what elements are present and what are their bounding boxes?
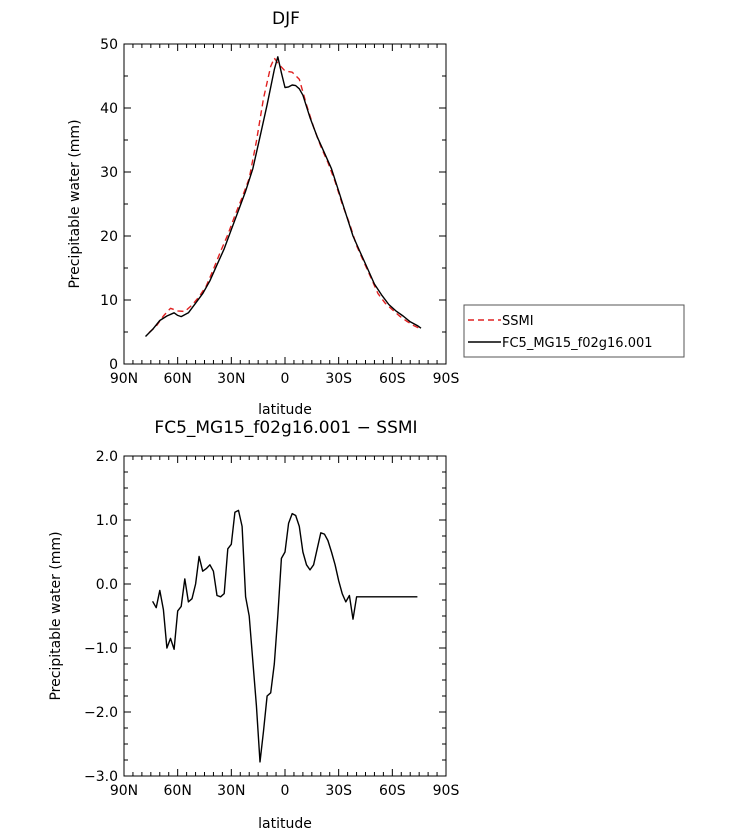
y-tick-labels: −3.0 −2.0 −1.0 0.0 1.0 2.0 xyxy=(84,449,118,785)
legend-label-fc5-mg15: FC5_MG15_f02g16.001 xyxy=(502,336,653,351)
x-axis-title: latitude xyxy=(258,816,312,832)
tick-marks xyxy=(123,43,447,365)
series-layer xyxy=(151,509,418,763)
y-tick-label: 2.0 xyxy=(96,449,118,465)
y-tick-label: −3.0 xyxy=(84,769,118,785)
y-tick-label: 30 xyxy=(100,165,118,181)
y-axis-title: Precipitable water (mm) xyxy=(67,119,83,288)
x-tick-label: 30S xyxy=(325,371,352,387)
series-line-ssmi xyxy=(148,57,420,334)
x-tick-label: 0 xyxy=(281,783,290,799)
tick-marks xyxy=(123,455,447,777)
x-tick-label: 30N xyxy=(217,371,245,387)
series-layer xyxy=(145,56,422,337)
y-tick-label: −1.0 xyxy=(84,641,118,657)
x-tick-label: 30N xyxy=(217,783,245,799)
legend-label-ssmi: SSMI xyxy=(502,314,534,329)
y-tick-label: 20 xyxy=(100,229,118,245)
x-tick-label: 60N xyxy=(164,371,192,387)
x-axis-title: latitude xyxy=(258,402,312,418)
y-tick-label: −2.0 xyxy=(84,705,118,721)
x-tick-label: 90N xyxy=(110,783,138,799)
x-tick-label: 60S xyxy=(379,371,406,387)
series-line-difference xyxy=(151,509,418,763)
legend: SSMI FC5_MG15_f02g16.001 xyxy=(463,304,685,358)
x-tick-label: 90S xyxy=(433,783,460,799)
series-line-fc5-mg15 xyxy=(145,56,422,337)
x-tick-labels: 90N 60N 30N 0 30S 60S 90S xyxy=(110,783,460,799)
y-tick-label: 40 xyxy=(100,101,118,117)
y-tick-label: 50 xyxy=(100,37,118,53)
x-tick-label: 90N xyxy=(110,371,138,387)
y-tick-label: 1.0 xyxy=(96,513,118,529)
chart-title: DJF xyxy=(272,9,300,29)
x-tick-labels: 90N 60N 30N 0 30S 60S 90S xyxy=(110,371,460,387)
x-tick-label: 60S xyxy=(379,783,406,799)
difference-panel: FC5_MG15_f02g16.001 − SSMI 90N 60N 30N 0… xyxy=(48,418,459,832)
legend-box xyxy=(463,304,685,358)
djf-precipitable-water-panel: DJF 90N 60N 30N 0 30S 60S 90S 0 10 20 30… xyxy=(67,9,459,418)
y-tick-label: 0.0 xyxy=(96,577,118,593)
x-tick-label: 30S xyxy=(325,783,352,799)
y-tick-label: 0 xyxy=(109,357,118,373)
y-axis-title: Precipitable water (mm) xyxy=(48,531,64,700)
plot-frame xyxy=(123,43,447,365)
y-tick-label: 10 xyxy=(100,293,118,309)
x-tick-label: 90S xyxy=(433,371,460,387)
x-tick-label: 60N xyxy=(164,783,192,799)
plot-frame xyxy=(123,455,447,777)
y-tick-labels: 0 10 20 30 40 50 xyxy=(100,37,118,373)
x-tick-label: 0 xyxy=(281,371,290,387)
chart-title: FC5_MG15_f02g16.001 − SSMI xyxy=(154,418,417,438)
